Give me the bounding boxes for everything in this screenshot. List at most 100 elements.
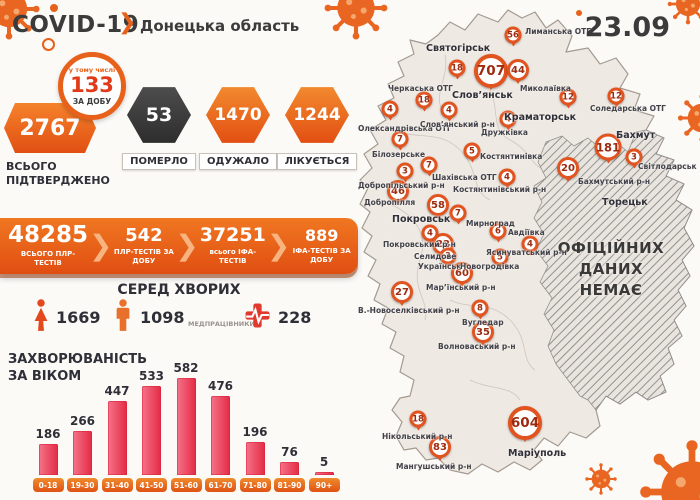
map-label: Мирноград — [466, 219, 515, 228]
bar-value: 266 — [69, 413, 96, 428]
bar-value: 186 — [35, 427, 61, 441]
map-pin: 4 — [499, 110, 517, 128]
map-label: Нікольський р-н — [382, 432, 453, 441]
map-label: Вугледар — [462, 318, 504, 327]
chevron-icon: ❯ — [118, 10, 137, 35]
map-label: Дружківка — [481, 128, 528, 137]
map-pin: 27 — [391, 281, 413, 303]
test-value: 542 — [125, 224, 163, 246]
map-pin: 707 — [474, 54, 508, 88]
bar-value: 447 — [104, 383, 130, 398]
map-label: Селидове — [414, 252, 457, 261]
no-data-line: ДАНИХ — [578, 260, 644, 278]
bar-value: 582 — [173, 361, 199, 375]
map-pin: 3 — [625, 148, 643, 166]
map-pin: 3 — [396, 162, 414, 180]
map-pin: 12 — [607, 87, 625, 105]
bar-value: 5 — [319, 455, 329, 469]
hex-stat: 1470 ОДУЖАЛО — [199, 86, 277, 170]
map-label: Мангушський р-н — [396, 462, 472, 471]
hex-stat: 1244 ЛІКУЄТЬСЯ — [276, 86, 358, 170]
hex-stat: 53 ПОМЕРЛО — [122, 86, 196, 170]
test-label: ВСЬОГО ПЛР-ТЕСТІВ — [20, 250, 76, 267]
map-label: Слов’янський р-н — [420, 120, 495, 129]
map-pin: 20 — [557, 157, 579, 179]
map-label: Добропільський р-н — [358, 181, 445, 190]
map-label: Бахмутський р-н — [578, 177, 651, 186]
map-label: Костянтинівка — [480, 152, 543, 161]
age-pill: 90+ — [308, 478, 340, 492]
map-pin: 18 — [415, 91, 433, 109]
bar-value: 476 — [207, 378, 234, 393]
medical-pulse-icon — [245, 303, 270, 328]
map-label: Костянтинівський р-н — [453, 185, 547, 194]
map-pin: 35 — [472, 321, 494, 343]
map-pin: 44 — [507, 59, 529, 81]
map-pin: 5 — [463, 142, 481, 160]
region-title: Донецька область — [140, 17, 300, 35]
map-label: Українськ — [418, 262, 462, 271]
map-label: Покровськ — [392, 214, 451, 225]
test-label: ПЛР-ТЕСТІВ ЗА ДОБУ — [113, 247, 174, 265]
no-data-line: ОФІЦІЙНИХ — [557, 239, 665, 257]
map-pin: 181 — [594, 133, 622, 161]
hex-label: ОДУЖАЛО — [199, 153, 277, 170]
occupied-area-hatch — [533, 129, 695, 411]
male-icon — [116, 299, 130, 331]
map-label: Авдіївка — [508, 228, 545, 237]
map-pin: 60 — [451, 262, 473, 284]
test-segment: 889 ІФА-ТЕСТІВ ЗА ДОБУ — [291, 225, 352, 265]
hex-label: ЛІКУЄТЬСЯ — [276, 153, 358, 170]
test-segment: 542 ПЛР-ТЕСТІВ ЗА ДОБУ — [113, 224, 175, 266]
map-label: Слов’янськ — [452, 90, 513, 101]
hex-badge: 1470 — [206, 87, 270, 143]
map-label: Бахмут — [616, 130, 656, 141]
age-pill: 41-50 — [136, 478, 167, 492]
age-pill: 81-90 — [274, 478, 305, 492]
age-pill: 61-70 — [205, 478, 236, 492]
map-label: Покровський р-н — [383, 240, 456, 249]
chart-bar — [314, 472, 334, 475]
chart-title-line: ЗАХВОРЮВАНІСТЬ — [8, 352, 148, 367]
test-label: всього ІФА-ТЕСТІВ — [209, 248, 257, 265]
among-sick-title: СЕРЕД ХВОРИХ — [117, 282, 241, 298]
map-pin: 4 — [381, 100, 399, 118]
male-count: 1098 — [140, 308, 185, 327]
chart-title: ЗАХВОРЮВАНІСТЬ ЗА ВІКОМ — [8, 352, 147, 386]
map-pin: 8 — [471, 299, 489, 317]
age-pill: 31-40 — [101, 478, 133, 492]
chart-title-line: ЗА ВІКОМ — [8, 368, 82, 384]
map-pin: 56 — [504, 26, 522, 44]
bar-value: 533 — [138, 369, 165, 384]
test-segment: 48285 ВСЬОГО ПЛР-ТЕСТІВ — [8, 224, 88, 268]
chevron-separator-icon: ❯ — [266, 229, 291, 262]
chart-bar — [280, 462, 299, 475]
map-label: Миколаївка — [520, 84, 571, 93]
chart-bar — [142, 386, 161, 475]
chart-bar — [176, 378, 196, 475]
map-label: Маріуполь — [508, 448, 567, 459]
map-pin: 4 — [440, 101, 458, 119]
bar-value: 196 — [242, 425, 268, 440]
daily-value: 133 — [70, 73, 114, 98]
oblast-map: ОФІЦІЙНИХ ДАНИХ НЕМАЄ 56 18 707 44 18 12 12 4 4 4… — [350, 0, 700, 500]
daily-cases-badge: у тому числі 133 ЗА ДОБУ — [58, 52, 126, 120]
decor-dot — [576, 10, 582, 16]
map-label: Лиманська ОТГ — [525, 27, 592, 36]
chart-bar — [107, 400, 127, 475]
chart-bar — [73, 430, 92, 475]
report-date: 23.09 — [584, 12, 670, 43]
test-value: 889 — [304, 225, 339, 245]
chevron-separator-icon: ❯ — [89, 229, 113, 262]
female-icon — [34, 299, 48, 331]
hex-badge: 1244 — [285, 87, 349, 143]
map-pin: 7 — [391, 130, 409, 148]
hex-label: ПОМЕРЛО — [122, 153, 196, 170]
chart-bar — [211, 395, 230, 475]
chart-bar — [245, 442, 265, 475]
map-label: Соледарська ОТГ — [590, 104, 666, 113]
map-pin: 83 — [429, 436, 451, 458]
no-data-notice: ОФІЦІЙНИХ ДАНИХ НЕМАЄ — [546, 238, 676, 301]
female-count: 1669 — [56, 308, 101, 327]
